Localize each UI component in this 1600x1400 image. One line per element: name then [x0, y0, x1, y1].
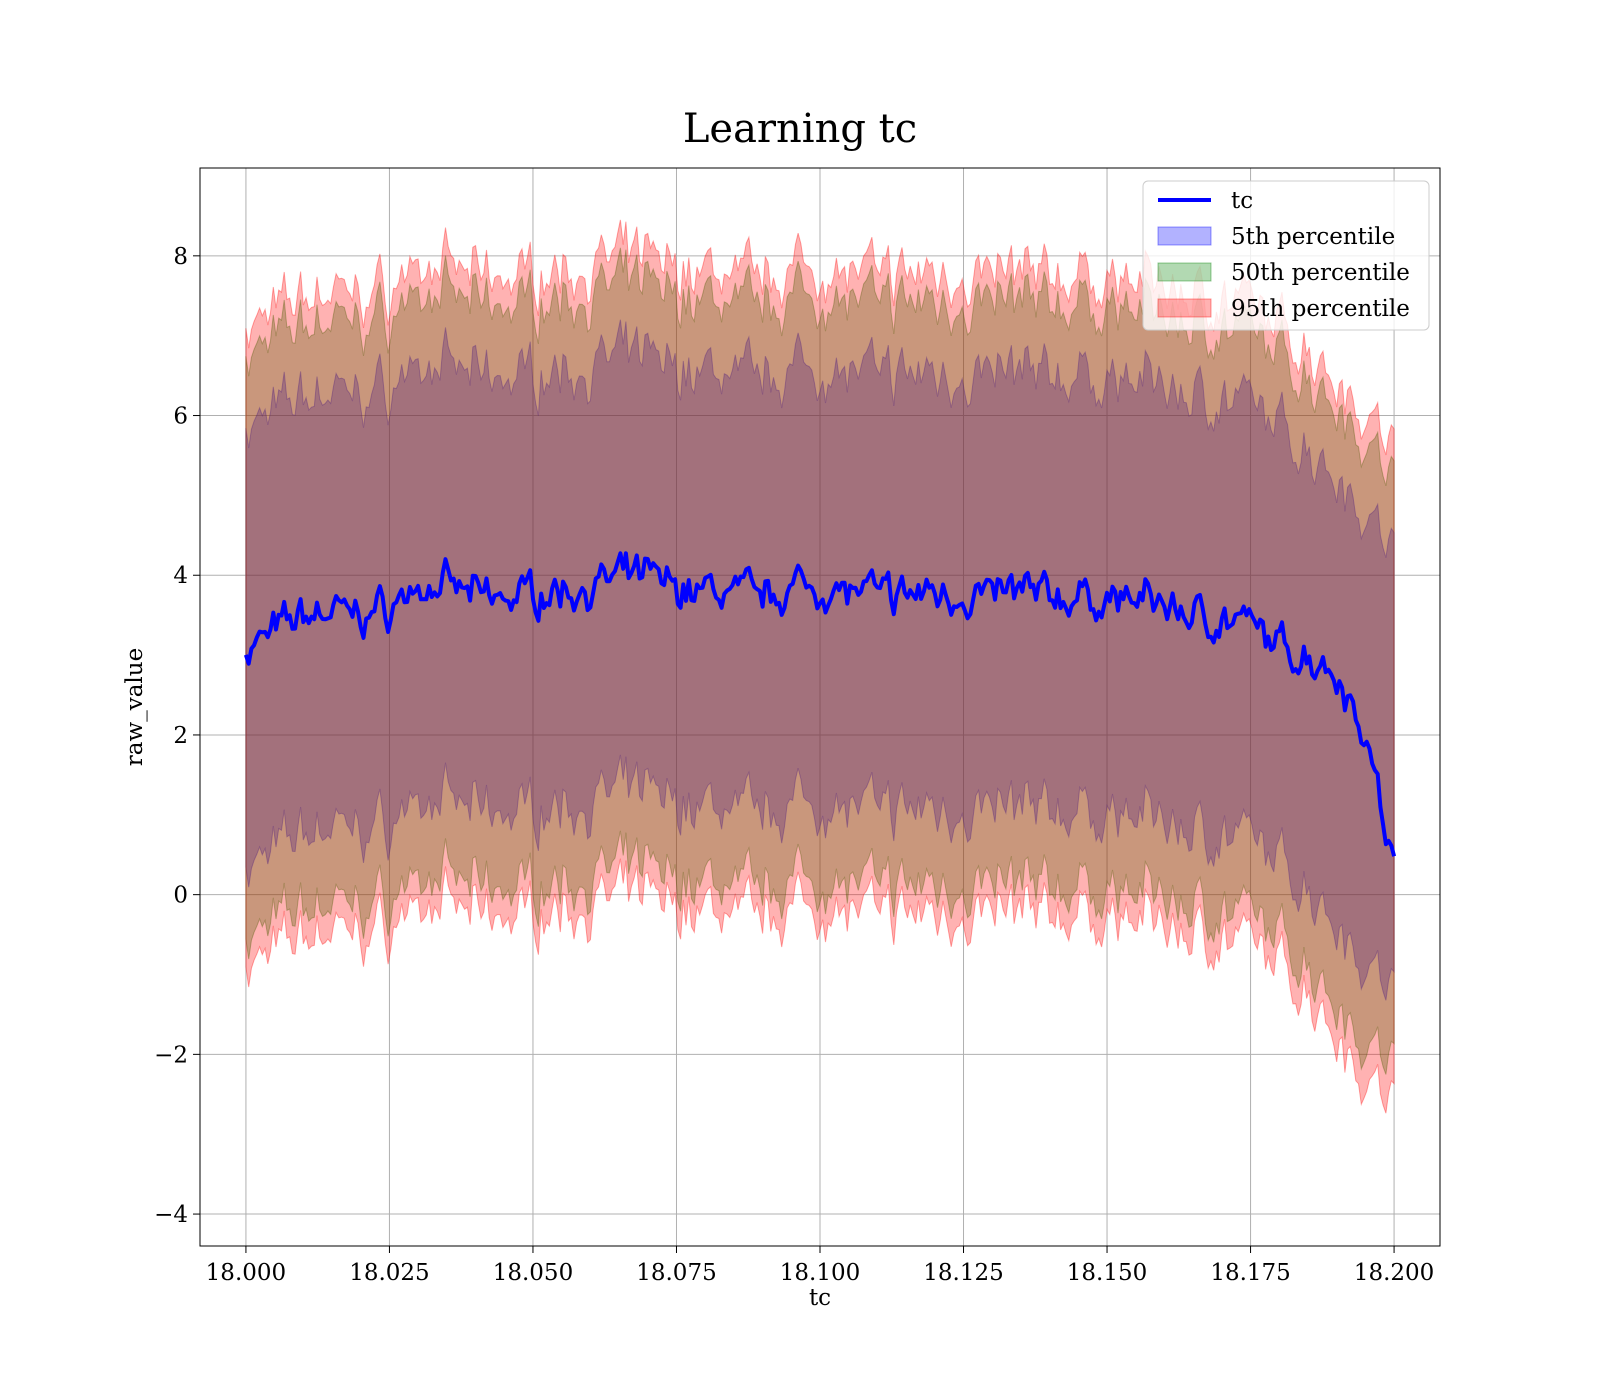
chart-title: Learning tc [683, 106, 917, 152]
legend-band-swatch [1157, 298, 1212, 318]
x-axis-label: tc [809, 1285, 831, 1311]
bands-layer [245, 219, 1395, 1114]
y-tick-label: 2 [173, 723, 188, 749]
series-line-0 [243, 551, 1397, 857]
x-tick-label: 18.200 [1354, 1260, 1434, 1286]
y-tick-label: 0 [173, 883, 188, 909]
band-3 [245, 219, 1395, 1114]
band-1 [245, 319, 1395, 1001]
x-tick-label: 18.150 [1067, 1260, 1147, 1286]
x-tick-label: 18.175 [1210, 1260, 1290, 1286]
legend-label: 5th percentile [1231, 224, 1395, 250]
y-tick-label: 4 [173, 563, 188, 589]
legend-band-swatch [1157, 262, 1212, 282]
x-tick-label: 18.000 [206, 1260, 286, 1286]
y-tick-label: 6 [173, 404, 188, 430]
legend-label: 50th percentile [1231, 260, 1410, 286]
band-2 [245, 247, 1395, 1075]
x-tick-label: 18.075 [636, 1260, 716, 1286]
legend-label: tc [1231, 188, 1253, 214]
y-tick-label: 8 [173, 244, 188, 270]
legend-frame [1142, 180, 1430, 331]
x-tick-label: 18.050 [493, 1260, 573, 1286]
x-tick-label: 18.125 [923, 1260, 1003, 1286]
ticks-layer: 18.000 18.025 18.050 18.075 18.100 18.125 18.1… [154, 244, 1434, 1286]
x-tick-label: 18.100 [780, 1260, 860, 1286]
legend-label: 95th percentile [1231, 296, 1410, 322]
legend: tc 5th percentile 50th percentile 95th perc… [1142, 180, 1430, 331]
y-tick-label: −2 [154, 1042, 188, 1068]
grid-layer [200, 168, 1440, 1246]
x-tick-label: 18.025 [349, 1260, 429, 1286]
y-tick-label: −4 [154, 1202, 188, 1228]
y-axis-label: raw_value [122, 648, 148, 766]
legend-band-swatch [1157, 226, 1212, 246]
line-layer [243, 551, 1397, 857]
